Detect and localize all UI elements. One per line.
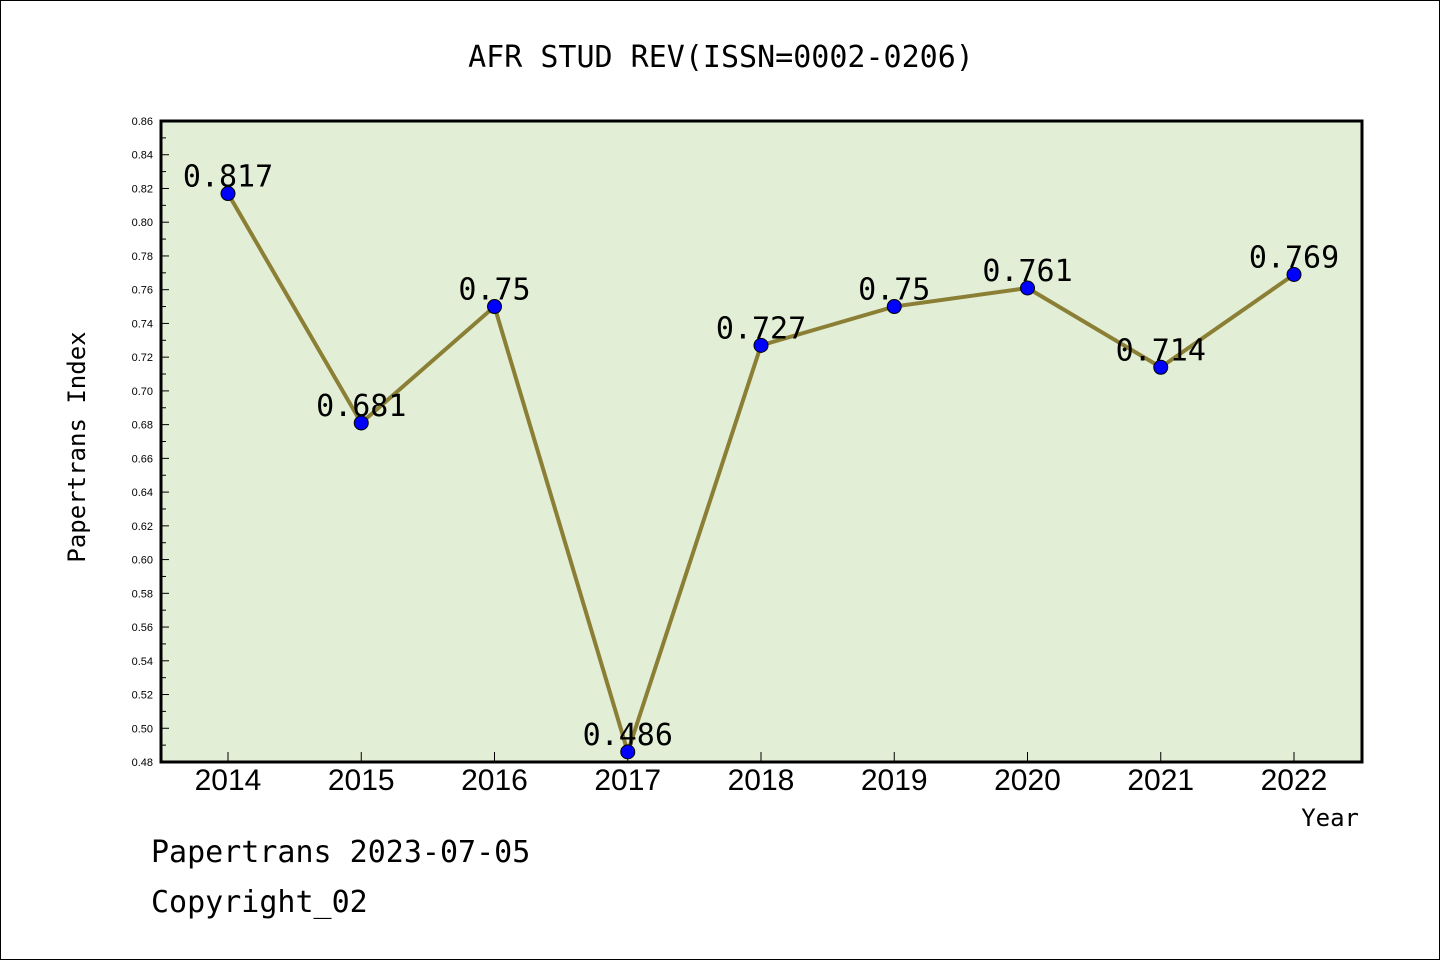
y-tick-label: 0.86 (132, 116, 153, 128)
data-point-marker (886, 299, 902, 315)
data-point-marker (1153, 359, 1169, 375)
y-tick-label: 0.82 (132, 183, 153, 195)
y-tick-label: 0.72 (132, 352, 153, 364)
footer-date: Papertrans 2023-07-05 (151, 835, 531, 870)
marker-group (220, 186, 1302, 760)
data-point-marker (620, 744, 636, 760)
y-tick-label: 0.68 (132, 420, 153, 432)
data-label: 0.486 (583, 718, 673, 753)
y-tick-label: 0.66 (132, 453, 153, 465)
y-tick-label: 0.56 (132, 622, 153, 634)
x-tick-label: 2015 (328, 764, 395, 797)
data-point-marker (1286, 267, 1302, 283)
y-tick-label: 0.78 (132, 251, 153, 263)
x-tick-label: 2018 (728, 764, 795, 797)
x-tick-label: 2020 (994, 764, 1061, 797)
y-tick-label: 0.62 (132, 521, 153, 533)
y-tick-label: 0.80 (132, 217, 153, 229)
x-tick-label: 2017 (594, 764, 661, 797)
chart-title: AFR STUD REV(ISSN=0002-0206) (468, 40, 974, 75)
y-axis: 0.48 0.50 0.52 0.54 0.56 0.58 0.60 0.62 0.64 0.66… (132, 116, 169, 769)
data-label: 0.727 (716, 311, 806, 346)
y-tick-label: 0.60 (132, 555, 153, 567)
x-tick-label: 2014 (195, 764, 262, 797)
y-tick-label: 0.64 (132, 487, 153, 499)
data-label: 0.75 (458, 273, 530, 308)
data-point-marker (1020, 280, 1035, 296)
data-label: 0.769 (1249, 241, 1339, 276)
data-point-marker (220, 186, 236, 202)
data-point-marker (353, 415, 369, 431)
y-tick-label: 0.76 (132, 285, 153, 297)
data-point-marker (753, 337, 769, 353)
x-axis: 2014 2015 2016 2017 2018 2019 2020 2021 2022 (195, 752, 1328, 797)
y-tick-label: 0.54 (132, 656, 153, 668)
data-label: 0.761 (982, 254, 1072, 289)
data-label: 0.714 (1116, 333, 1206, 368)
footer-copyright: Copyright_02 (151, 885, 368, 920)
y-axis-label: Papertrans Index (63, 331, 91, 562)
data-point-marker (487, 299, 502, 315)
y-tick-label: 0.58 (132, 588, 153, 600)
y-tick-label: 0.84 (132, 150, 153, 162)
x-tick-label: 2019 (861, 764, 928, 797)
plot-area (159, 119, 1364, 764)
y-tick-label: 0.48 (132, 757, 153, 769)
data-label: 0.817 (183, 160, 273, 195)
data-label-group: 0.817 0.681 0.75 0.486 0.727 0.75 0.761 0.714 0.… (183, 160, 1339, 753)
x-tick-label: 2021 (1127, 764, 1194, 797)
y-tick-label: 0.70 (132, 386, 153, 398)
y-tick-label: 0.50 (132, 723, 153, 735)
y-tick-label: 0.74 (132, 318, 153, 330)
x-tick-label: 2016 (461, 764, 528, 797)
data-label: 0.681 (316, 389, 406, 424)
x-tick-label: 2022 (1261, 764, 1328, 797)
x-axis-label: Year (1301, 804, 1359, 832)
y-tick-label: 0.52 (132, 690, 153, 702)
data-label: 0.75 (858, 273, 930, 308)
